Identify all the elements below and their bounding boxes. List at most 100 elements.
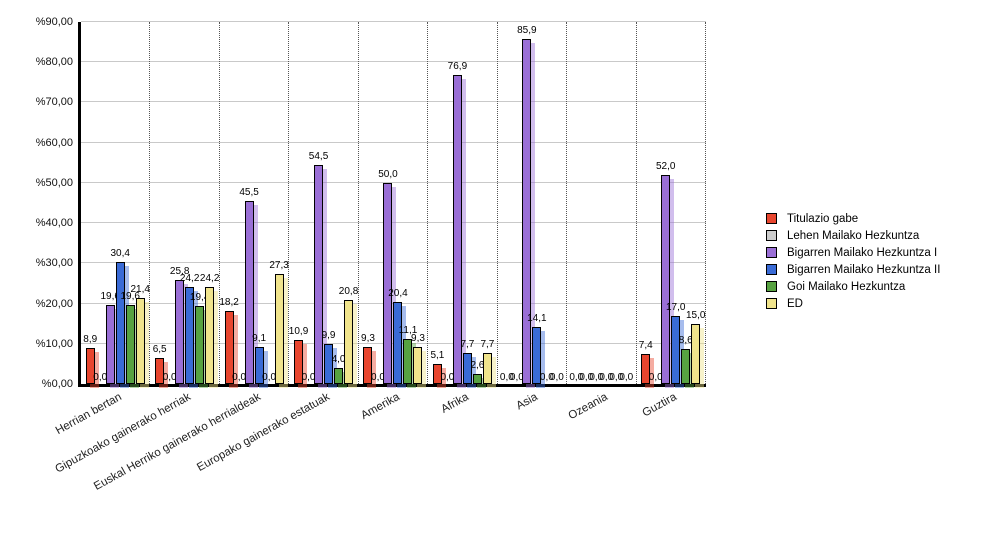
bar-value-label: 50,0	[378, 168, 398, 180]
bar-slot: 2,6	[470, 22, 485, 384]
bar-value-label: 52,0	[655, 160, 676, 172]
bar-value-label: 0,0	[232, 372, 247, 383]
bar-slot: 14,1	[527, 22, 547, 384]
bar	[522, 38, 532, 384]
bar	[185, 286, 195, 384]
bar-slot: 0,0	[540, 22, 554, 384]
bar	[691, 323, 701, 384]
bar-slot: 9,9	[322, 22, 335, 384]
bar-slot: 0,0	[609, 22, 623, 384]
bar-value-label: 19,6	[100, 291, 120, 303]
bar-value-label: 7,7	[480, 339, 495, 351]
bar	[344, 300, 354, 384]
bar-slot: 0,0	[619, 22, 634, 384]
bar-slot: 9,1	[252, 22, 266, 384]
bar	[244, 201, 254, 384]
bar-slot: 19,6	[120, 22, 140, 384]
category-group: 18,2 0,0 45,5 9,1 0,0 27,3	[219, 22, 290, 384]
h-gridline	[81, 262, 706, 264]
bar-slot: 0,0	[500, 22, 514, 384]
bar-slot: 25,8	[170, 22, 189, 384]
bar-slot: 0,0	[301, 22, 316, 384]
legend-item: ED	[766, 295, 940, 312]
legend-label: Bigarren Mailako Hezkuntza I	[787, 246, 938, 259]
legend-item: Bigarren Mailako Hezkuntza II	[766, 261, 940, 278]
bar	[681, 349, 691, 384]
category-group: 10,9 0,0 54,5 9,9 4,0 20,8	[289, 22, 359, 384]
legend-swatch-icon	[766, 213, 777, 224]
bar	[363, 346, 373, 384]
bar-value-label: 11,1	[398, 325, 418, 337]
bar-value-label: 10,9	[288, 326, 309, 338]
bar-value-label: 0,0	[619, 372, 634, 383]
bar-slot: 24,2	[180, 22, 199, 384]
category-group: 5,1 0,0 76,9 7,7 2,6 7,7	[428, 22, 498, 384]
bar-value-label: 0,0	[93, 372, 108, 383]
bar-value-label: 0,0	[440, 372, 455, 383]
legend-item: Titulazio gabe	[766, 210, 940, 227]
y-axis-tick-label: %0,00	[41, 378, 73, 390]
bar-value-label: 0,0	[301, 372, 316, 383]
bar-slot: 85,9	[517, 22, 537, 384]
bar-value-label: 9,3	[361, 332, 375, 344]
category-group: 0,0 0,0 85,9 14,1 0,0 0,0	[498, 22, 568, 384]
bar-slot: 19,4	[190, 22, 209, 384]
legend-label: Lehen Mailako Hezkuntza	[787, 229, 920, 242]
bar-slot: 0,0	[232, 22, 247, 384]
bar-value-label: 0,0	[589, 372, 604, 383]
bar-slot: 30,4	[110, 22, 130, 384]
bar-slot: 0,0	[371, 22, 385, 384]
bar-slot: 0,0	[262, 22, 276, 384]
bar-value-label: 0,0	[579, 372, 594, 383]
x-axis-category-label: Europako gainerako estatuak	[195, 391, 332, 475]
legend-item: Goi Mailako Hezkuntza	[766, 278, 940, 295]
h-gridline	[81, 21, 706, 22]
bar-slot: 21,4	[130, 22, 150, 384]
bar-slot: 0,0	[648, 22, 663, 384]
bar-slot: 10,9	[289, 22, 308, 384]
legend-item: Bigarren Mailako Hezkuntza I	[766, 244, 940, 261]
bar-slot: 0,0	[569, 22, 584, 384]
bar-slot: 0,0	[589, 22, 604, 384]
legend-swatch-icon	[766, 264, 777, 275]
bar	[274, 274, 284, 384]
bar-value-label: 15,0	[685, 309, 706, 321]
bar-value-label: 19,4	[189, 291, 210, 303]
bar-slot: 54,5	[309, 22, 328, 384]
bar-value-label: 0,0	[569, 372, 584, 383]
bar	[403, 339, 413, 384]
bar	[334, 367, 344, 384]
bar-slot: 17,0	[666, 22, 685, 384]
h-gridline	[81, 181, 706, 183]
legend: Titulazio gabe Lehen Mailako Hezkuntza Big…	[766, 210, 940, 312]
bar	[482, 353, 492, 384]
bar-value-label: 8,9	[83, 334, 98, 346]
bar-value-label: 54,5	[308, 150, 329, 162]
y-axis-tick-label: %50,00	[35, 176, 73, 189]
bar	[105, 305, 115, 384]
bar-value-label: 18,2	[219, 296, 239, 308]
bar-slot: 7,4	[639, 22, 653, 384]
legend-swatch-icon	[766, 247, 777, 258]
bar-value-label: 2,6	[470, 359, 485, 371]
h-gridline	[81, 61, 706, 63]
legend-label: ED	[787, 297, 803, 310]
legend-swatch-icon	[766, 298, 777, 309]
bar	[452, 74, 462, 384]
h-gridline	[81, 101, 706, 103]
bar	[532, 327, 542, 384]
bar-slot: 6,5	[153, 22, 167, 384]
bar-slot: 19,6	[100, 22, 120, 384]
bar-value-label: 25,8	[169, 266, 190, 278]
bar-slot: 7,7	[460, 22, 474, 384]
bar-value-label: 0,0	[549, 372, 564, 383]
legend-label: Bigarren Mailako Hezkuntza II	[787, 263, 941, 276]
bar-slot: 52,0	[656, 22, 675, 384]
legend-label: Titulazio gabe	[787, 212, 859, 225]
bar-value-label: 0,0	[648, 372, 663, 383]
bar-value-label: 5,1	[430, 349, 445, 361]
bar-value-label: 20,4	[388, 287, 408, 299]
bar-slot: 9,3	[411, 22, 425, 384]
y-axis-tick-label: %60,00	[35, 136, 73, 149]
